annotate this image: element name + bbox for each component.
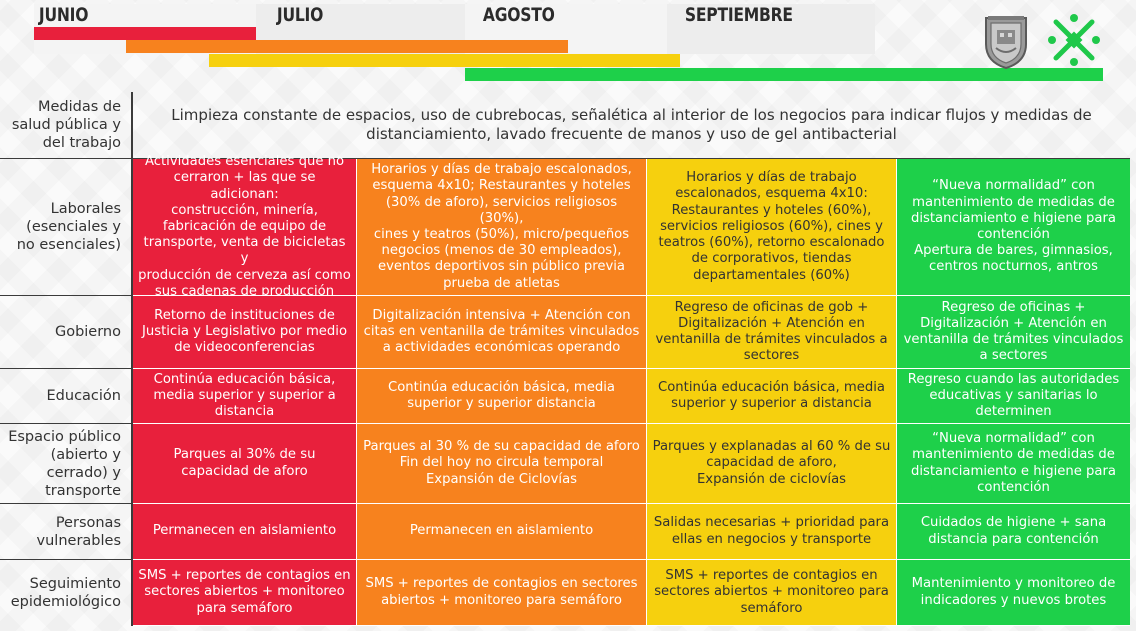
cell-laborales-green: “Nueva normalidad” con mantenimiento de … [897,159,1130,296]
cell-gobierno-orange: Digitalización intensiva + Atención con … [357,296,647,369]
cell-seguimiento-orange: SMS + reportes de contagios en sectores … [357,560,647,626]
cell-laborales-orange: Horarios y días de trabajo escalonados, … [357,159,647,296]
cell-educacion-yellow: Continúa educación básica, media superio… [647,369,897,424]
month-label-julio: JULIO [276,4,324,26]
month-bg-septiembre [667,4,875,54]
timeline-bar-green [465,68,1103,81]
cell-espacio-red: Parques al 30% de su capacidad de aforo [133,424,357,504]
row-label-laborales: Laborales (esenciales y no esenciales) [0,159,133,296]
cdmx-shield-icon [985,16,1027,70]
timeline-bar-orange [126,40,568,53]
cell-educacion-orange: Continúa educación básica, media superio… [357,369,647,424]
row-label-seguimiento: Seguimiento epidemiológico [0,560,133,626]
semaforo-table: Medidas de salud pública y del trabajo L… [0,92,1130,626]
timeline-bar-yellow [209,54,680,67]
row-label-vulnerables: Personas vulnerables [0,504,133,560]
cdmx-logo-icon [1048,14,1100,66]
cell-gobierno-yellow: Regreso de oficinas de gob + Digitalizac… [647,296,897,369]
cell-educacion-red: Continúa educación básica, media superio… [133,369,357,424]
cell-educacion-green: Regreso cuando las autoridades educativa… [897,369,1130,424]
month-label-agosto: AGOSTO [482,4,555,26]
cell-vulnerables-green: Cuidados de higiene + sana distancia par… [897,504,1130,560]
cell-seguimiento-green: Mantenimiento y monitoreo de indicadores… [897,560,1130,626]
cell-gobierno-red: Retorno de instituciones de Justicia y L… [133,296,357,369]
cell-laborales-red: Actividades esenciales que no cerraron +… [133,154,357,299]
cell-espacio-orange: Parques al 30 % de su capacidad de aforo… [357,424,647,504]
cell-vulnerables-orange: Permanecen en aislamiento [357,504,647,560]
cell-laborales-yellow: Horarios y días de trabajo escalonados, … [647,159,897,296]
cell-vulnerables-red: Permanecen en aislamiento [133,504,357,560]
row-label-gobierno: Gobierno [0,296,133,369]
row-label-educacion: Educación [0,369,133,424]
row-label-medidas: Medidas de salud pública y del trabajo [0,92,133,159]
month-label-septiembre: SEPTIEMBRE [684,4,793,26]
cell-espacio-yellow: Parques y explanadas al 60 % de su capac… [647,424,897,504]
timeline-bar-red [34,27,256,40]
cell-gobierno-green: Regreso de oficinas + Digitalización + A… [897,296,1130,369]
cell-seguimiento-red: SMS + reportes de contagios en sectores … [133,560,357,626]
cell-seguimiento-yellow: SMS + reportes de contagios en sectores … [647,560,897,626]
row-label-espacio-publico: Espacio público (abierto y cerrado) y tr… [0,424,133,504]
row-medidas-span: Limpieza constante de espacios, uso de c… [133,92,1130,159]
month-label-junio: JUNIO [38,4,89,26]
cell-espacio-green: “Nueva normalidad” con mantenimiento de … [897,424,1130,504]
cell-vulnerables-yellow: Salidas necesarias + prioridad para ella… [647,504,897,560]
